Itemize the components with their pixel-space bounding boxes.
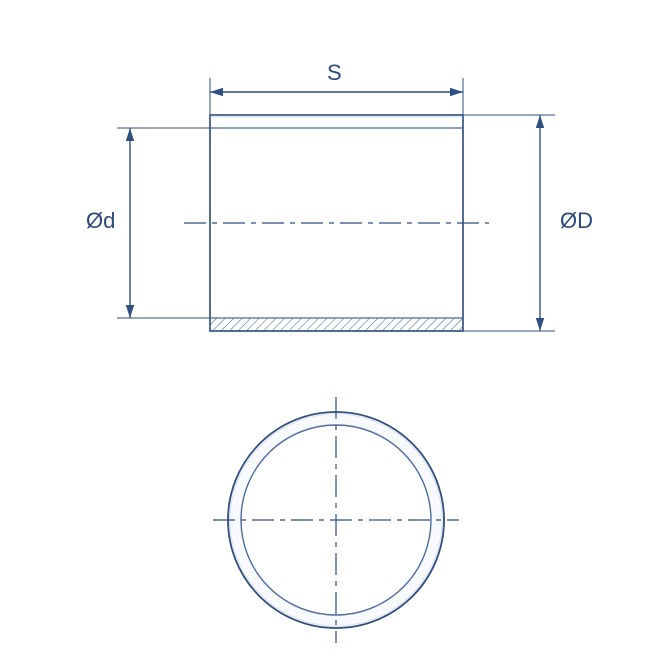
diagram-stage: S Ød ØD (0, 0, 671, 670)
label-S: S (327, 60, 342, 86)
label-d: Ød (86, 208, 115, 234)
drawing-svg (0, 0, 671, 670)
label-D: ØD (560, 208, 593, 234)
